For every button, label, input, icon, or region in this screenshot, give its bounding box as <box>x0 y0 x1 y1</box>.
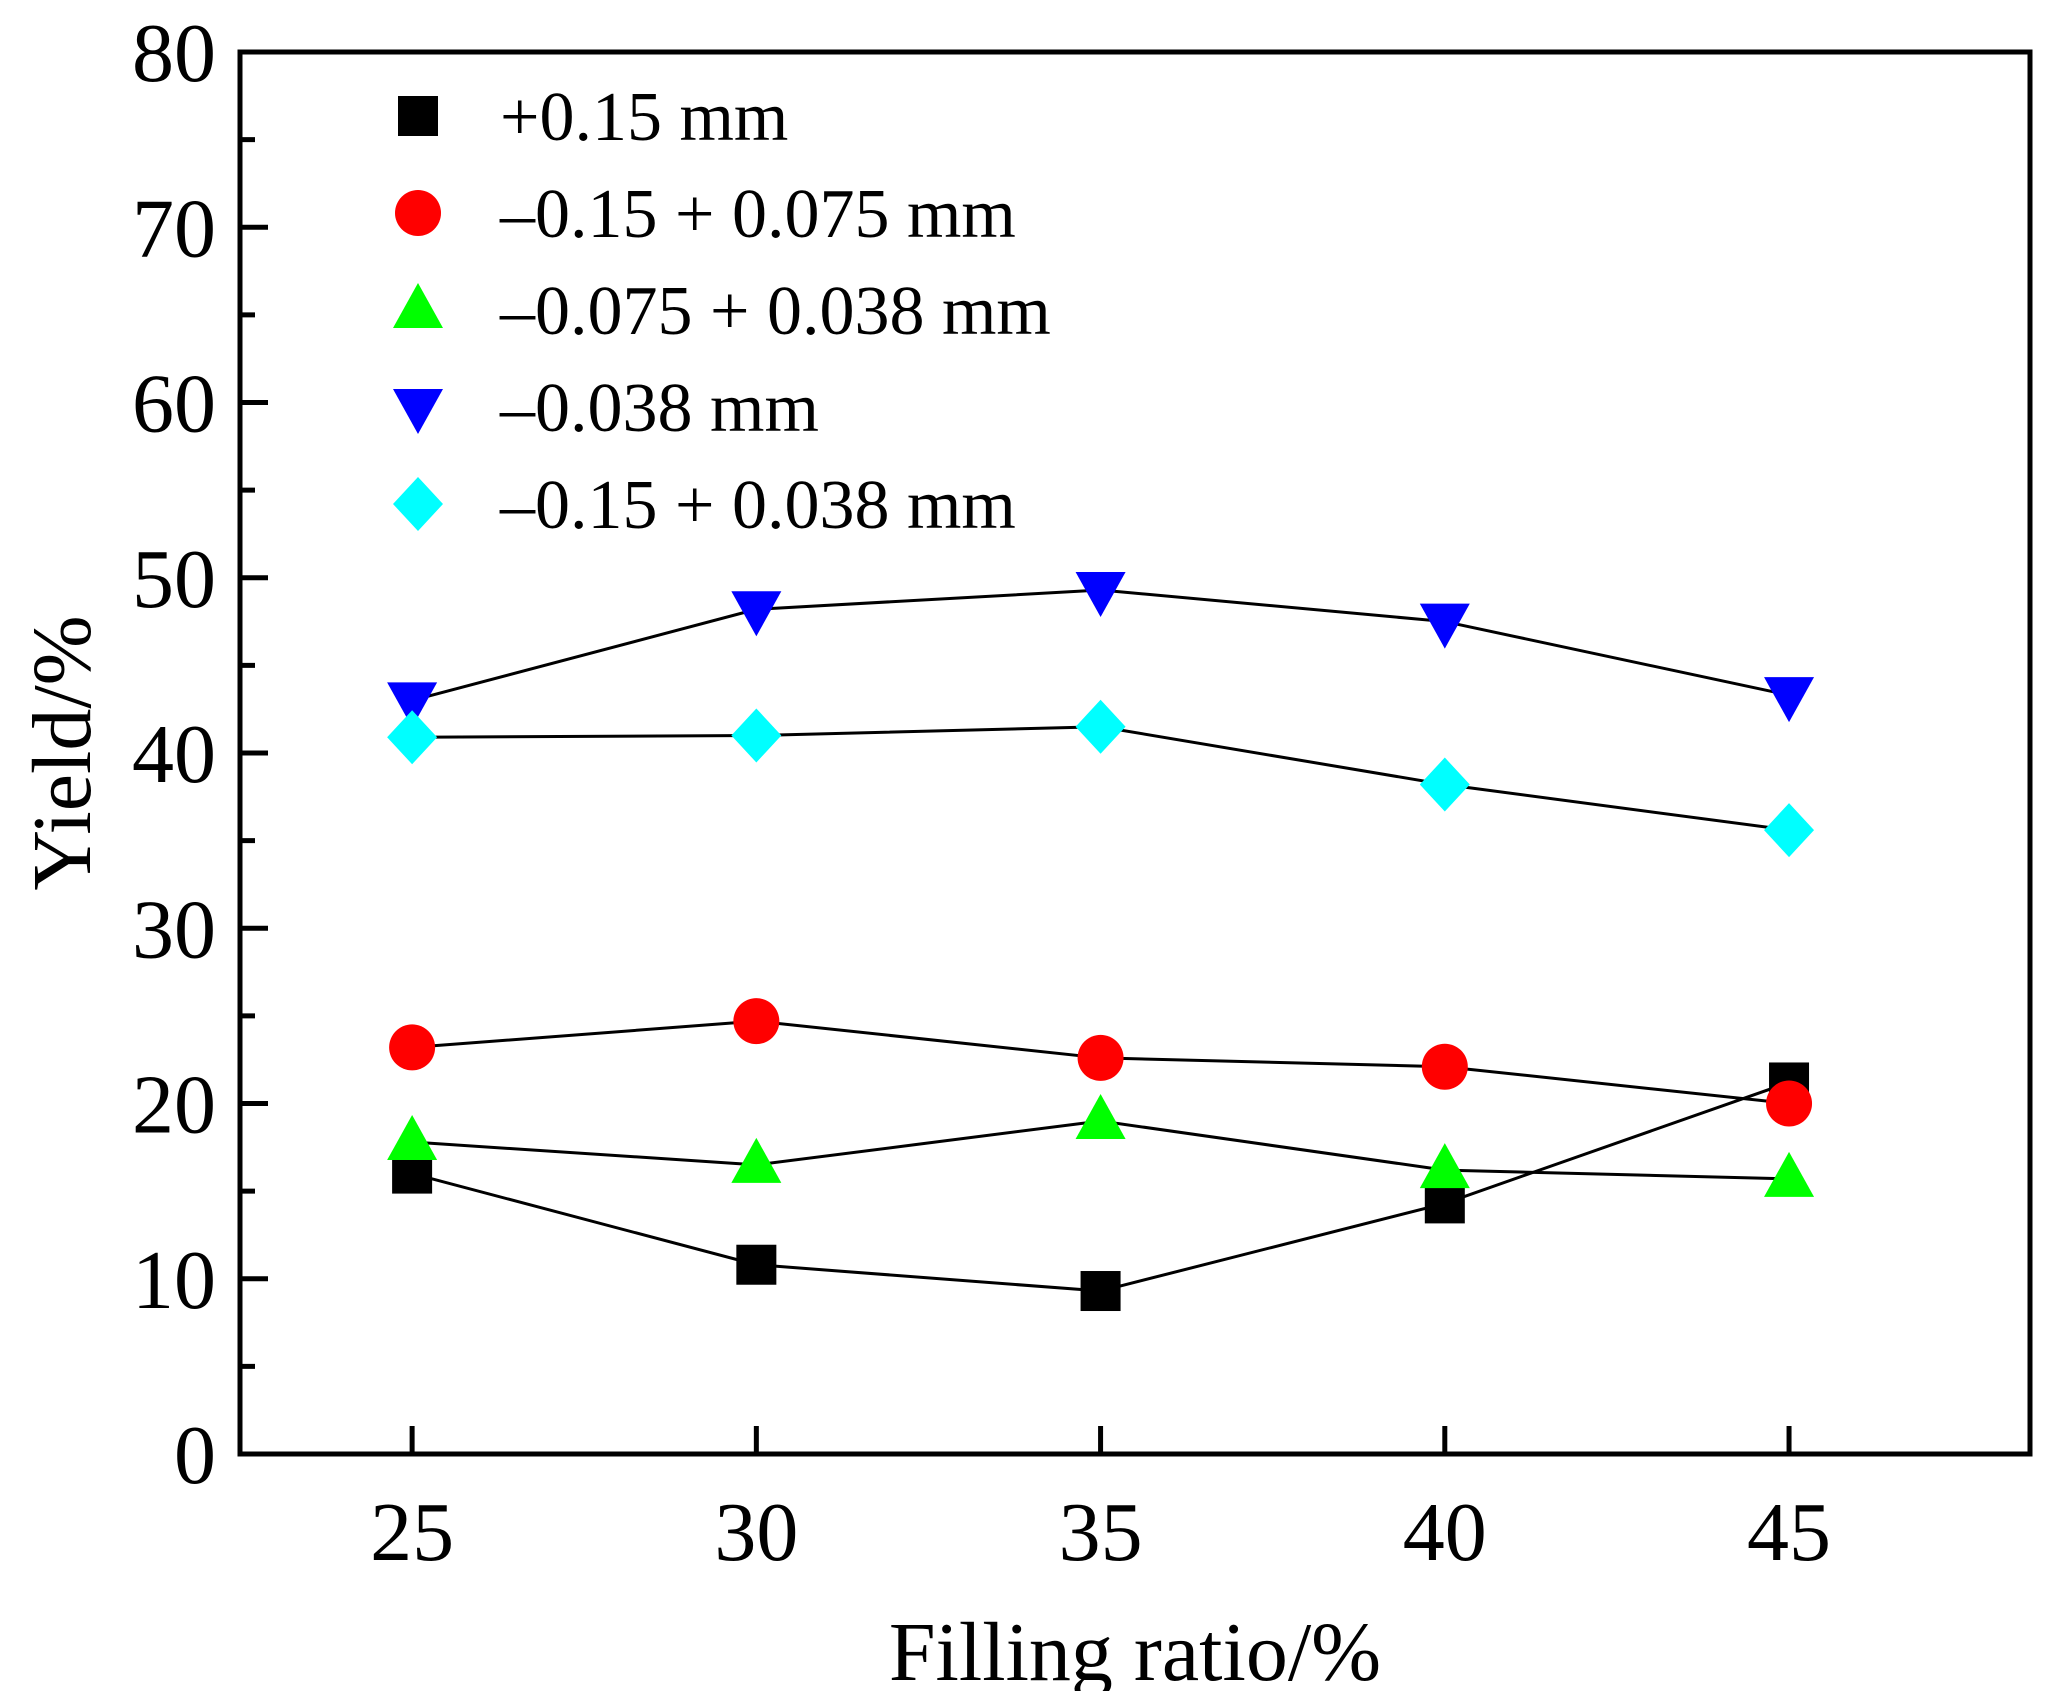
data-point-3 <box>1419 1143 1470 1189</box>
data-point-2 <box>1421 1043 1468 1090</box>
x-tick-label: 40 <box>1403 1486 1487 1579</box>
legend-label: –0.15 + 0.075 mm <box>499 176 1016 253</box>
legend-marker-2 <box>395 190 441 236</box>
data-point-4 <box>1075 572 1126 618</box>
data-point-5 <box>1075 699 1126 754</box>
data-point-4 <box>1764 677 1815 723</box>
x-tick-label: 45 <box>1747 1486 1831 1579</box>
x-tick-label: 30 <box>714 1486 798 1579</box>
y-tick-label: 0 <box>174 1409 216 1502</box>
data-point-4 <box>387 682 438 728</box>
data-point-2 <box>733 998 780 1045</box>
x-tick-label: 35 <box>1059 1486 1143 1579</box>
data-point-2 <box>389 1024 436 1071</box>
data-point-5 <box>1764 803 1815 858</box>
y-tick-label: 20 <box>132 1059 216 1152</box>
y-axis-title: Yield/% <box>16 615 109 890</box>
legend-marker-1 <box>398 96 438 136</box>
y-tick-label: 70 <box>132 182 216 275</box>
legend-label: +0.15 mm <box>500 79 788 156</box>
y-tick-label: 50 <box>132 533 216 626</box>
legend-label: –0.15 + 0.038 mm <box>499 467 1016 544</box>
data-point-2 <box>1077 1034 1124 1081</box>
series-markers <box>387 572 1815 1312</box>
data-point-5 <box>387 710 438 765</box>
legend: +0.15 mm –0.15 + 0.075 mm –0.075 + 0.038 m… <box>393 79 1051 544</box>
y-tick-label: 60 <box>132 358 216 451</box>
plot-frame <box>237 49 2033 1457</box>
x-axis-title: Filling ratio/% <box>889 1606 1381 1691</box>
data-point-3 <box>1075 1094 1126 1140</box>
y-tick-label: 80 <box>132 7 216 100</box>
data-point-3 <box>387 1115 438 1161</box>
data-point-3 <box>731 1137 782 1183</box>
legend-label: –0.038 mm <box>499 370 819 447</box>
data-point-5 <box>1419 757 1470 812</box>
data-point-5 <box>731 708 782 763</box>
legend-label: –0.075 + 0.038 mm <box>499 273 1051 350</box>
y-tick-label: 30 <box>132 883 216 976</box>
data-point-1 <box>1424 1183 1465 1224</box>
data-point-4 <box>1419 603 1470 649</box>
legend-marker-4 <box>393 389 443 434</box>
x-tick-label: 25 <box>370 1486 454 1579</box>
axes: 0 10 20 30 40 50 60 70 80 25 30 35 40 45 <box>132 7 1831 1579</box>
data-point-4 <box>731 591 782 637</box>
data-point-1 <box>736 1244 777 1285</box>
data-point-1 <box>1080 1271 1121 1312</box>
legend-marker-3 <box>393 283 443 328</box>
data-point-2 <box>1766 1080 1813 1127</box>
data-point-3 <box>1764 1151 1815 1197</box>
data-point-1 <box>392 1153 433 1194</box>
y-tick-label: 40 <box>132 708 216 801</box>
legend-marker-5 <box>393 477 443 531</box>
y-tick-label: 10 <box>132 1234 216 1327</box>
